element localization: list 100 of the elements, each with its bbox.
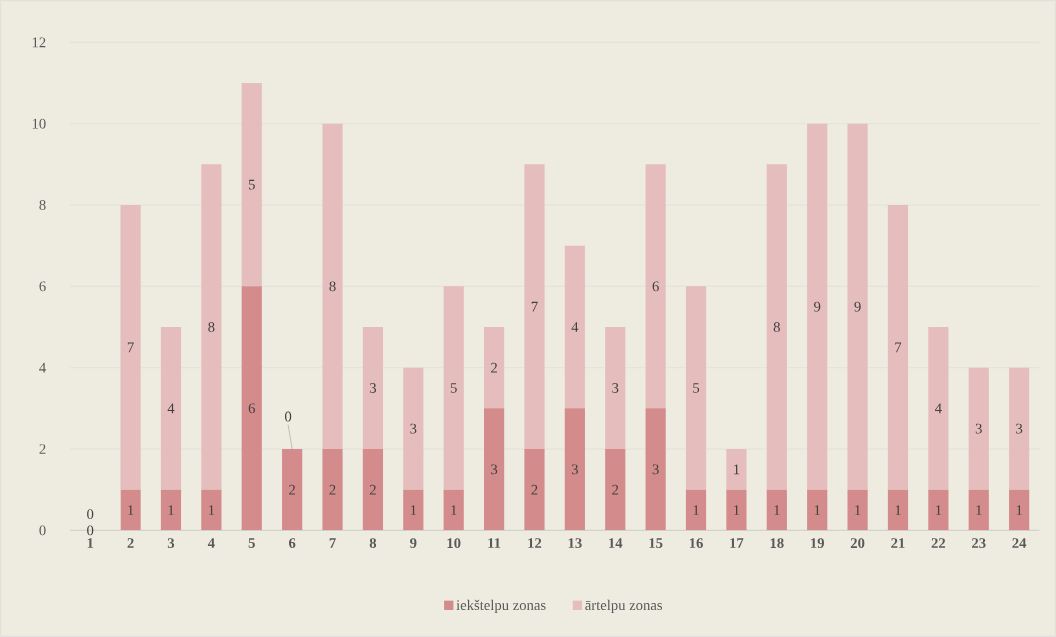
- x-tick-label: 20: [850, 538, 865, 549]
- y-tick-label: 10: [32, 118, 46, 129]
- legend-label: ārtelpu zonas: [585, 599, 663, 614]
- x-tick-label: 17: [730, 538, 744, 548]
- x-tick-label: 13: [568, 538, 582, 549]
- data-label: 4: [934, 403, 942, 414]
- x-tick-label: 3: [167, 538, 175, 549]
- data-label: 1: [168, 505, 174, 515]
- data-label: 3: [1016, 423, 1023, 434]
- bar: [887, 489, 909, 531]
- x-tick-label: 5: [248, 538, 255, 548]
- x-tick-label: 6: [288, 538, 296, 549]
- data-label: 4: [167, 403, 175, 414]
- x-tick-label: 11: [488, 538, 501, 548]
- x-tick-label: 8: [369, 538, 377, 549]
- x-tick-label: 23: [972, 538, 986, 549]
- data-label: 1: [209, 505, 215, 515]
- data-label: 3: [491, 464, 498, 475]
- bar: [605, 327, 626, 449]
- legend-label: iekštelpu zonas: [456, 599, 546, 614]
- bar: [322, 449, 343, 531]
- data-label: 1: [936, 505, 942, 515]
- x-tick-label: 14: [609, 538, 623, 548]
- x-tick-label: 9: [410, 538, 417, 549]
- data-label: 3: [571, 464, 578, 475]
- data-label: 3: [410, 423, 417, 434]
- bar: [968, 489, 989, 531]
- bar: [483, 408, 505, 531]
- x-tick-label: 19: [811, 538, 824, 549]
- x-tick-label: 12: [528, 538, 542, 548]
- bar: [928, 489, 949, 531]
- data-label: 2: [612, 484, 619, 495]
- x-tick-label: 21: [891, 538, 905, 548]
- data-label: 8: [329, 281, 336, 292]
- bar: [766, 489, 787, 531]
- data-label: 2: [491, 362, 497, 373]
- x-tick-label: 16: [689, 538, 703, 549]
- bar: [241, 286, 262, 531]
- bar: [605, 449, 626, 531]
- bar: [928, 327, 949, 490]
- bar: [362, 449, 384, 531]
- data-label: 3: [369, 383, 377, 393]
- data-label: 1: [814, 505, 820, 515]
- x-tick-label: 24: [1012, 538, 1027, 548]
- bar: [1009, 367, 1030, 490]
- bar: [968, 367, 989, 490]
- bar: [201, 489, 222, 531]
- data-label: 2: [369, 484, 376, 495]
- y-tick-label: 2: [39, 444, 46, 454]
- x-tick-label: 18: [770, 538, 784, 549]
- bar: [564, 245, 585, 409]
- data-label: 1: [451, 505, 457, 515]
- bar: [120, 205, 141, 490]
- y-tick-label: 12: [32, 37, 46, 48]
- bar: [807, 123, 828, 490]
- bar: [847, 123, 868, 490]
- data-label: 2: [531, 484, 538, 495]
- data-label: 1: [734, 464, 740, 475]
- bar: [443, 286, 464, 490]
- data-label: 7: [895, 342, 902, 353]
- data-label: 5: [450, 383, 457, 393]
- bar: [362, 327, 384, 449]
- data-label: 6: [248, 403, 255, 414]
- data-label: 7: [531, 301, 538, 312]
- bar: [645, 164, 666, 409]
- x-tick-label: 7: [329, 538, 336, 548]
- data-label: 3: [975, 423, 982, 434]
- bar: [1009, 489, 1030, 531]
- data-label: 8: [773, 322, 780, 332]
- bar: [887, 205, 909, 490]
- data-label: 0: [285, 411, 292, 422]
- data-label: 1: [895, 505, 901, 515]
- bar: [524, 449, 545, 531]
- bar: [201, 164, 222, 490]
- bar: [847, 489, 868, 531]
- data-label: 1: [410, 505, 417, 515]
- bar: [726, 449, 747, 490]
- x-tick-label: 2: [127, 538, 134, 548]
- bar: [241, 83, 262, 287]
- bar: [766, 164, 787, 490]
- data-label: 8: [208, 322, 215, 332]
- data-label: 2: [289, 484, 295, 495]
- x-tick-label: 4: [207, 538, 215, 548]
- data-label: 0: [87, 509, 94, 520]
- bar: [443, 489, 464, 531]
- bar: [403, 367, 424, 490]
- bar: [483, 327, 505, 409]
- x-tick-label: 1: [87, 538, 94, 548]
- bar: [403, 489, 424, 531]
- bar: [807, 489, 828, 531]
- bar: [564, 408, 585, 531]
- data-label: 1: [774, 505, 780, 515]
- bar: [160, 327, 182, 490]
- x-tick-label: 10: [447, 538, 461, 549]
- data-label: 2: [329, 484, 336, 495]
- data-label: 7: [127, 342, 134, 353]
- data-label: 9: [814, 301, 821, 312]
- data-label: 1: [1016, 505, 1022, 515]
- bar: [685, 286, 707, 490]
- data-label: 1: [855, 505, 861, 515]
